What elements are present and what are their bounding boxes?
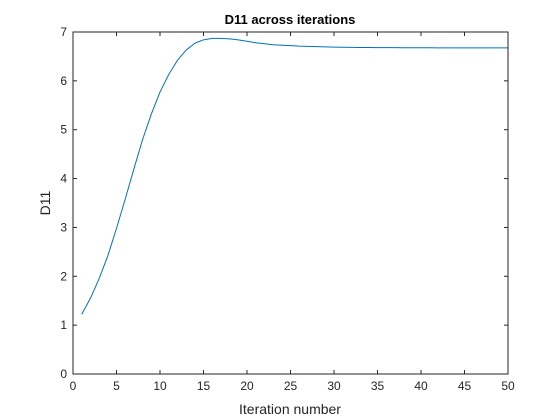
- chart-title: D11 across iterations: [225, 12, 356, 27]
- x-tick-label: 10: [153, 379, 167, 393]
- y-tick-label: 7: [60, 25, 67, 39]
- y-tick-label: 0: [60, 367, 67, 381]
- x-tick-label: 50: [501, 379, 515, 393]
- x-tick-label: 40: [414, 379, 428, 393]
- x-axis-label: Iteration number: [239, 401, 341, 417]
- y-tick-label: 5: [60, 123, 67, 137]
- x-tick-label: 45: [458, 379, 472, 393]
- x-tick-label: 0: [70, 379, 77, 393]
- y-ticks: 0 1 2 3 4 5 6 7: [60, 25, 508, 381]
- x-ticks: 0 5 10 15 20 25 30 35 40 45 50: [70, 32, 515, 393]
- x-tick-label: 35: [371, 379, 385, 393]
- y-tick-label: 2: [60, 269, 67, 283]
- y-axis-label: D11: [37, 190, 53, 215]
- x-tick-label: 5: [113, 379, 120, 393]
- y-tick-label: 3: [60, 220, 67, 234]
- x-tick-label: 15: [197, 379, 211, 393]
- x-tick-label: 20: [240, 379, 254, 393]
- x-tick-label: 30: [327, 379, 341, 393]
- y-tick-label: 1: [60, 318, 67, 332]
- y-tick-label: 6: [60, 74, 67, 88]
- x-tick-label: 25: [284, 379, 298, 393]
- series-line-d11: [81, 37, 508, 315]
- y-tick-label: 4: [60, 172, 67, 186]
- axes-background: [73, 32, 508, 374]
